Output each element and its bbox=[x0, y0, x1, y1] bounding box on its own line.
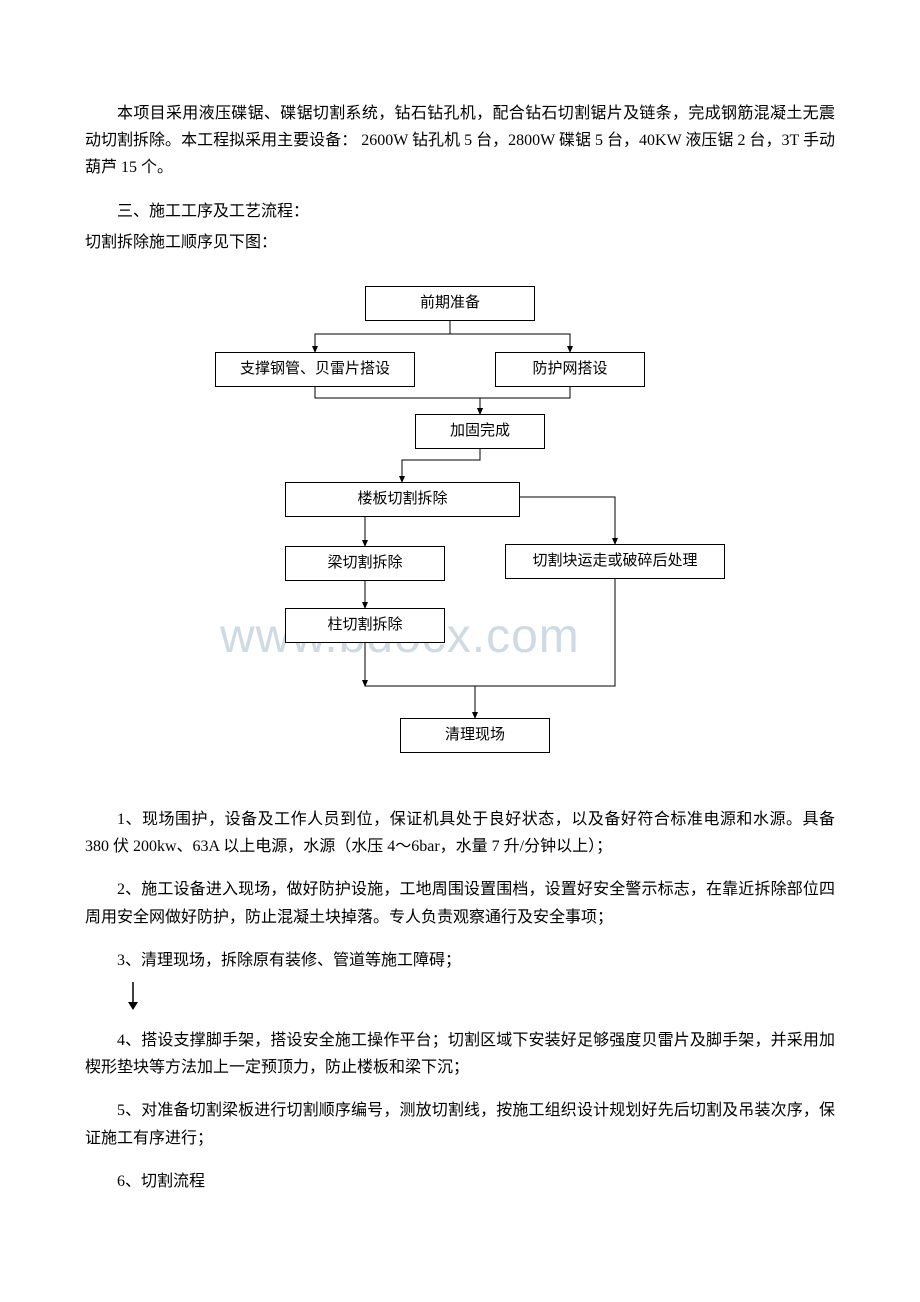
paragraph-equipment: 本项目采用液压碟锯、碟锯切割系统，钻石钻孔机，配合钻石切割锯片及链条，完成钢筋混… bbox=[85, 100, 835, 182]
node-clean-site: 清理现场 bbox=[400, 718, 550, 754]
paragraph-item-1: 1、现场围护，设备及工作人员到位，保证机具处于良好状态，以及备好符合标准电源和水… bbox=[85, 806, 835, 860]
node-floor-cut: 楼板切割拆除 bbox=[285, 482, 520, 518]
node-support-setup: 支撑钢管、贝雷片搭设 bbox=[215, 352, 415, 388]
paragraph-item-5: 5、对准备切割梁板进行切割顺序编号，测放切割线，按施工组织设计规划好先后切割及吊… bbox=[85, 1097, 835, 1151]
node-column-cut: 柱切割拆除 bbox=[285, 608, 445, 644]
section-heading: 三、施工工序及工艺流程： bbox=[85, 198, 835, 225]
paragraph-item-6: 6、切割流程 bbox=[85, 1168, 835, 1195]
paragraph-item-3: 3、清理现场，拆除原有装修、管道等施工障碍； bbox=[85, 947, 835, 974]
node-protection-net: 防护网搭设 bbox=[495, 352, 645, 388]
construction-flowchart: www.bdocx.com 前期准备 支撑钢管、贝雷片搭设 防护网搭设 加固完成… bbox=[180, 286, 740, 766]
node-beam-cut: 梁切割拆除 bbox=[285, 546, 445, 582]
node-preparation: 前期准备 bbox=[365, 286, 535, 322]
node-block-removal: 切割块运走或破碎后处理 bbox=[505, 544, 725, 580]
node-reinforce-complete: 加固完成 bbox=[415, 414, 545, 450]
paragraph-item-2: 2、施工设备进入现场，做好防护设施，工地周围设置围档，设置好安全警示标志，在靠近… bbox=[85, 876, 835, 930]
body-arrow-icon bbox=[125, 982, 835, 1019]
paragraph-item-4: 4、搭设支撑脚手架，搭设安全施工操作平台；切割区域下安装好足够强度贝雷片及脚手架… bbox=[85, 1027, 835, 1081]
subheading-sequence: 切割拆除施工顺序见下图： bbox=[85, 229, 835, 256]
